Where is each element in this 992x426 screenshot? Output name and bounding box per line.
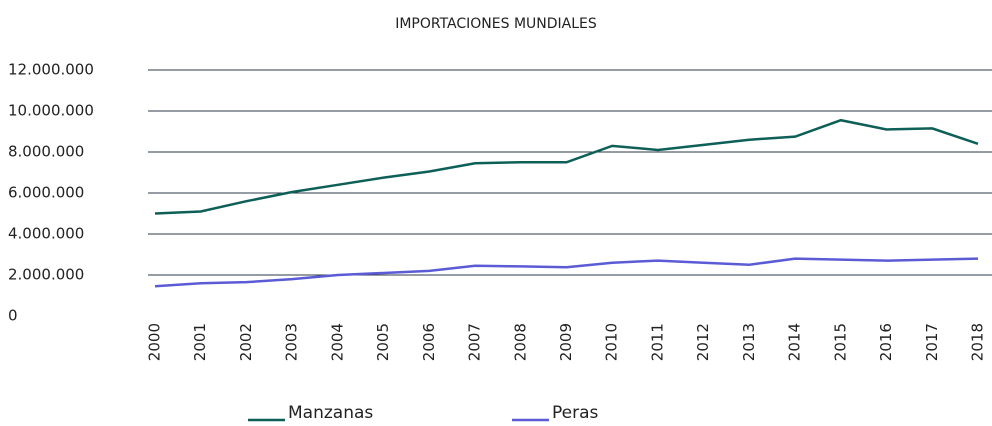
x-tick-label: 2011 <box>648 323 666 361</box>
x-tick-label: 2009 <box>557 323 575 361</box>
y-tick-label: 10.000.000 <box>8 102 94 120</box>
x-tick-label: 2016 <box>877 323 895 361</box>
x-tick-label: 2012 <box>694 323 712 361</box>
x-tick-label: 2018 <box>969 323 987 361</box>
x-tick-label: 2010 <box>603 323 621 361</box>
x-tick-label: 2004 <box>328 323 346 361</box>
y-tick-label: 6.000.000 <box>8 184 84 202</box>
y-tick-label: 12.000.000 <box>8 61 94 79</box>
x-tick-label: 2017 <box>923 323 941 361</box>
y-tick-label: 0 <box>8 307 18 325</box>
x-tick-label: 2000 <box>146 323 164 361</box>
x-tick-label: 2005 <box>374 323 392 361</box>
series-line <box>154 257 979 288</box>
y-tick-label: 2.000.000 <box>8 266 84 284</box>
y-tick-label: 8.000.000 <box>8 143 84 161</box>
x-tick-label: 2002 <box>237 323 255 361</box>
x-tick-label: 2007 <box>466 323 484 361</box>
series-line <box>154 118 979 215</box>
legend-label: Manzanas <box>288 403 373 423</box>
y-tick-label: 4.000.000 <box>8 225 84 243</box>
x-tick-label: 2008 <box>511 323 529 361</box>
x-tick-label: 2015 <box>831 323 849 361</box>
chart-title: IMPORTACIONES MUNDIALES <box>395 16 597 32</box>
legend-label: Peras <box>552 403 599 423</box>
x-tick-label: 2003 <box>283 323 301 361</box>
x-tick-label: 2013 <box>740 323 758 361</box>
x-tick-label: 2001 <box>191 323 209 361</box>
x-tick-label: 2014 <box>786 323 804 361</box>
x-tick-label: 2006 <box>420 323 438 361</box>
